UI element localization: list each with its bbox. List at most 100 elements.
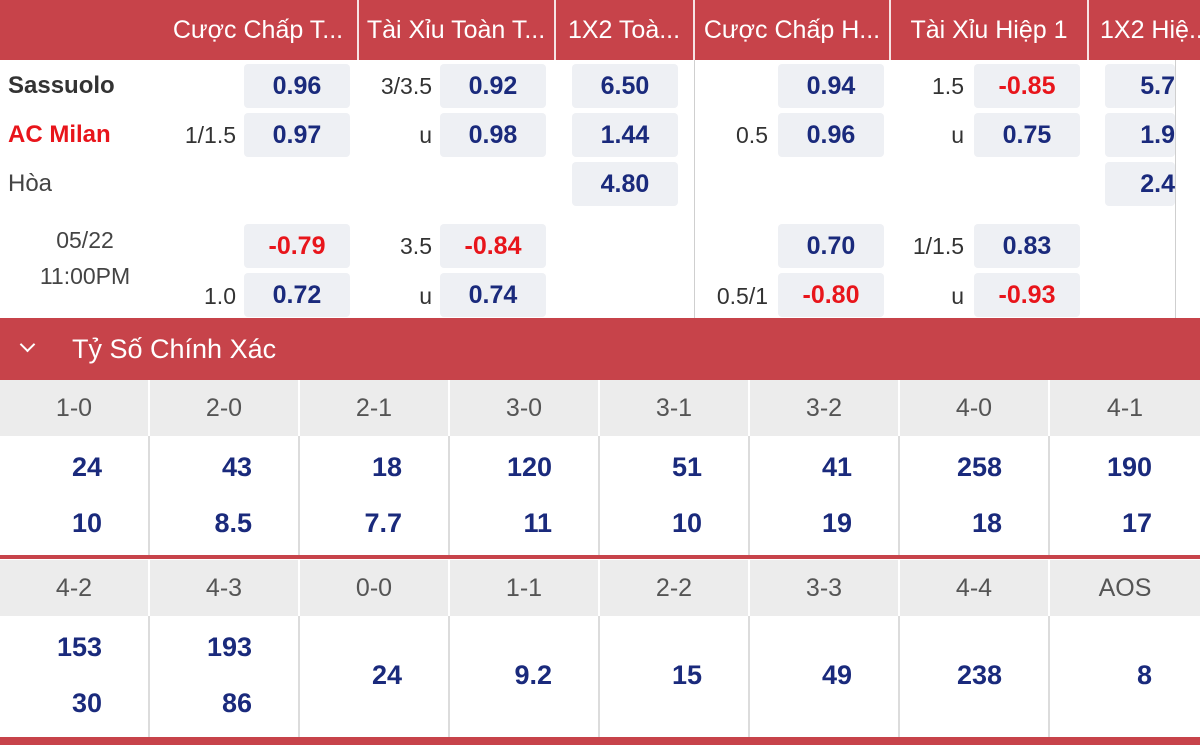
score-label-3-0: 3-0 [450,380,598,436]
col-header-handicap-half[interactable]: Cược Chấp H... [703,16,881,44]
ah-full-away-odds[interactable]: 0.97 [244,113,350,157]
match-date: 05/22 [56,227,114,253]
ou-half-over-odds[interactable]: -0.85 [974,64,1080,108]
score-odds-away[interactable]: 7.7 [364,508,402,538]
header-divider [693,0,695,60]
ou-half-under-odds[interactable]: 0.75 [974,113,1080,157]
score-odds-away[interactable]: 10 [671,508,702,538]
alt-ah-full-bottom-odds[interactable]: 0.72 [244,273,350,317]
score-odds-home[interactable]: 43 [221,452,252,482]
chevron-down-icon[interactable] [14,318,42,380]
alt-ou-full-under-label: u [419,283,432,309]
header-divider [1087,0,1089,60]
alt-ou-half-over-odds[interactable]: 0.83 [974,224,1080,268]
right-edge-divider [1175,60,1176,318]
score-odds-home[interactable]: 190 [1106,452,1152,482]
ah-half-away-odds[interactable]: 0.96 [778,113,884,157]
ou-full-line: 3/3.5 [380,73,432,99]
score-odds-away[interactable]: 10 [71,508,102,538]
score-label-1-0: 1-0 [0,380,148,436]
x12-full-home-odds[interactable]: 6.50 [572,64,678,108]
column-divider [1048,616,1050,737]
score-odds-away[interactable]: 19 [821,508,852,538]
correct-score-header[interactable]: Tỷ Số Chính Xác [0,318,1200,380]
match-hour: 11:00PM [39,263,131,289]
score-odds-away[interactable]: 11 [523,508,552,538]
alt-ah-half-line: 0.5/1 [716,283,768,309]
alt-ou-full-over-odds[interactable]: -0.84 [440,224,546,268]
column-divider [898,616,900,737]
ah-full-home-odds[interactable]: 0.96 [244,64,350,108]
score-odds-draw[interactable]: 238 [956,660,1002,690]
alt-ah-half-top-odds[interactable]: 0.70 [778,224,884,268]
score-odds-draw[interactable]: 24 [371,660,402,690]
score-label-2-2: 2-2 [600,560,748,616]
column-divider [298,616,300,737]
score-odds-home[interactable]: 51 [671,452,702,482]
score-odds-draw[interactable]: 15 [671,660,702,690]
col-header-1x2-half[interactable]: 1X2 Hiệ... [1100,16,1200,44]
score-odds-draw[interactable]: 49 [821,660,852,690]
column-divider [298,436,300,555]
alt-ah-half-bottom-odds[interactable]: -0.80 [778,273,884,317]
score-odds-home[interactable]: 18 [371,452,402,482]
alt-ou-half-under-odds[interactable]: -0.93 [974,273,1080,317]
x12-half-home-odds[interactable]: 5.7 [1105,64,1175,108]
x12-full-draw-odds[interactable]: 4.80 [572,162,678,206]
col-header-handicap-full[interactable]: Cược Chấp T... [172,16,344,44]
x12-full-away-odds[interactable]: 1.44 [572,113,678,157]
bottom-border [0,737,1200,745]
team-away: AC Milan [8,121,111,148]
score-odds-away[interactable]: 86 [221,688,252,718]
header-divider [889,0,891,60]
ou-full-over-odds[interactable]: 0.92 [440,64,546,108]
column-divider [748,436,750,555]
team-home: Sassuolo [8,72,115,99]
score-odds-away[interactable]: 18 [971,508,1002,538]
alt-ou-full-under-odds[interactable]: 0.74 [440,273,546,317]
score-label-1-1: 1-1 [450,560,598,616]
score-label-4-4: 4-4 [900,560,1048,616]
score-label-2-0: 2-0 [150,380,298,436]
odds-header: Cược Chấp T... Tài Xỉu Toàn T... 1X2 Toà… [0,0,1200,60]
score-odds-home[interactable]: 24 [71,452,102,482]
ou-full-under-odds[interactable]: 0.98 [440,113,546,157]
header-divider [554,0,556,60]
score-odds-home[interactable]: 258 [956,452,1002,482]
column-divider [598,616,600,737]
x12-half-away-odds[interactable]: 1.9 [1105,113,1175,157]
draw-label: Hòa [8,170,53,197]
col-header-1x2-full[interactable]: 1X2 Toà... [567,16,681,44]
header-divider [357,0,359,60]
score-odds-home[interactable]: 41 [821,452,852,482]
column-divider [448,616,450,737]
score-odds-home[interactable]: 193 [206,632,252,662]
score-odds-away[interactable]: 8.5 [214,508,252,538]
ah-full-line: 1/1.5 [184,122,236,148]
col-header-over-under-full[interactable]: Tài Xỉu Toàn T... [366,16,546,44]
correct-score-title: Tỷ Số Chính Xác [72,334,277,364]
col-header-over-under-half[interactable]: Tài Xỉu Hiệp 1 [910,16,1068,44]
score-label-4-1: 4-1 [1050,380,1200,436]
score-label-4-0: 4-0 [900,380,1048,436]
score-odds-away[interactable]: 17 [1121,508,1152,538]
score-odds-draw[interactable]: 9.2 [514,660,552,690]
score-odds-away[interactable]: 30 [71,688,102,718]
alt-ah-full-line: 1.0 [204,283,236,309]
x12-half-draw-odds[interactable]: 2.4 [1105,162,1175,206]
match-time: 05/22 11:00PM [0,222,170,294]
alt-ah-full-top-odds[interactable]: -0.79 [244,224,350,268]
column-divider [148,616,150,737]
score-odds-draw[interactable]: 8 [1136,660,1152,690]
score-odds-home[interactable]: 153 [56,632,102,662]
ah-half-home-odds[interactable]: 0.94 [778,64,884,108]
ou-half-line: 1.5 [932,73,964,99]
column-divider [148,436,150,555]
ah-half-line: 0.5 [736,122,768,148]
score-label-0-0: 0-0 [300,560,448,616]
score-label-2-1: 2-1 [300,380,448,436]
score-label-3-3: 3-3 [750,560,898,616]
score-label-aos: AOS [1050,560,1200,616]
alt-ou-half-under-label: u [951,283,964,309]
score-odds-home[interactable]: 120 [506,452,552,482]
